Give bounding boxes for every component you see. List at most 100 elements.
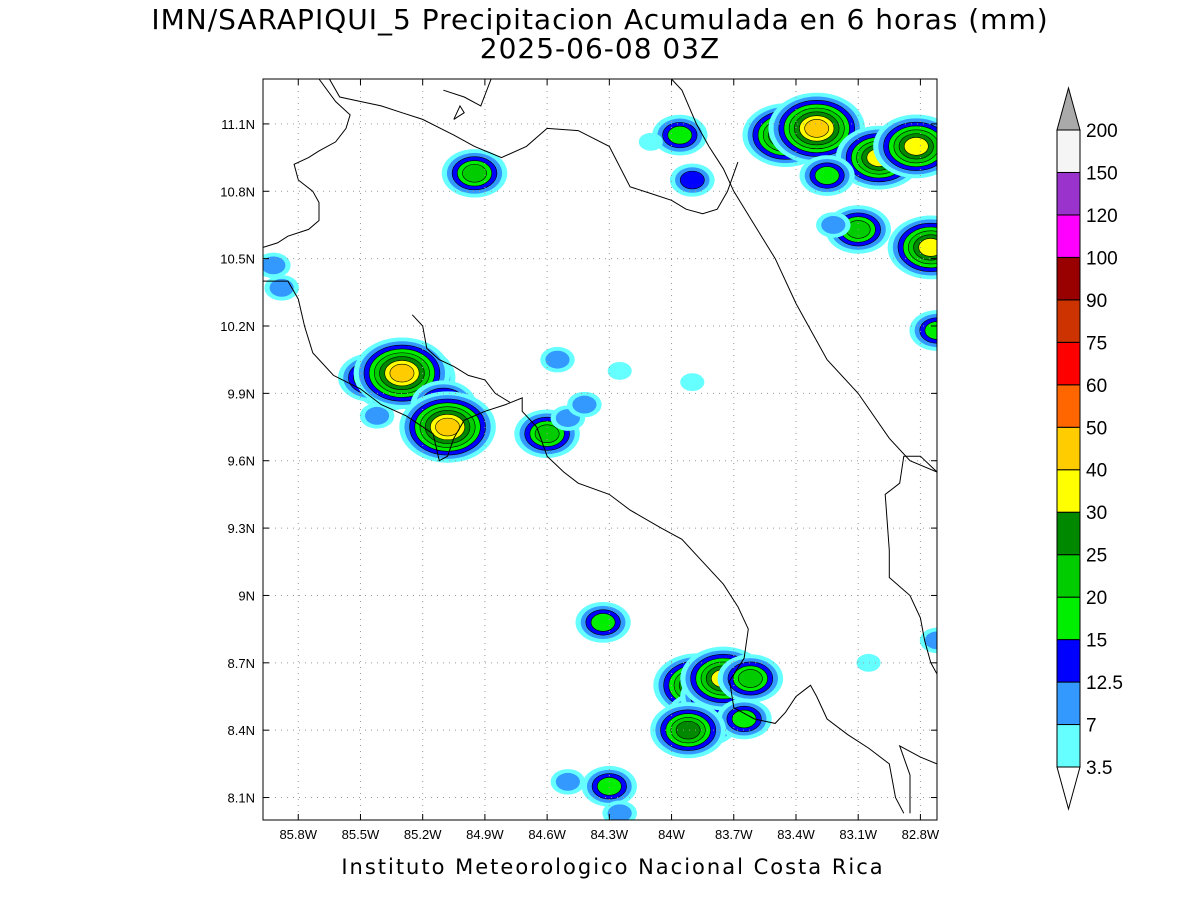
- precip-cell: [550, 769, 586, 795]
- x-tick-label: 83.4W: [777, 827, 815, 842]
- precip-cell: [575, 602, 631, 643]
- precip-cell: [602, 800, 637, 820]
- y-tick-label: 8.1N: [228, 791, 255, 806]
- precip-cell: [799, 155, 855, 196]
- colorbar-box: [1056, 681, 1081, 726]
- precip-cell: [768, 92, 866, 165]
- colorbar-label: 20: [1086, 588, 1107, 609]
- chart-title: IMN/SARAPIQUI_5 Precipitacion Acumulada …: [151, 3, 1049, 36]
- y-tick-label: 10.5N: [220, 252, 255, 267]
- precip-contour: [804, 119, 830, 138]
- precip-cell: [638, 132, 663, 151]
- colorbar-label: 200: [1086, 121, 1118, 142]
- colorbar-box: [1056, 129, 1081, 173]
- precip-cell: [669, 163, 715, 197]
- precip-contour: [596, 777, 622, 796]
- precip-contour: [924, 631, 937, 650]
- precip-cell: [716, 698, 772, 740]
- precip-cell: [264, 275, 299, 301]
- precip-contour: [903, 137, 929, 156]
- y-tick-label: 9.9N: [228, 386, 255, 401]
- plot-background: [263, 79, 937, 820]
- precip-contour: [821, 216, 846, 234]
- y-tick-label: 8.7N: [228, 656, 255, 671]
- y-tick-label: 11.1N: [221, 117, 255, 132]
- x-tick-label: 84.9W: [466, 827, 504, 842]
- precip-cell: [873, 114, 937, 179]
- colorbar-box: [1056, 596, 1081, 641]
- precip-contour: [856, 653, 881, 672]
- precip-contour: [545, 350, 570, 369]
- colorbar-label: 30: [1086, 503, 1107, 524]
- y-tick-label: 10.2N: [220, 319, 255, 334]
- colorbar-box: [1056, 341, 1081, 386]
- precip-cell: [540, 346, 575, 373]
- precip-contour: [555, 772, 580, 791]
- colorbar-box: [1056, 171, 1081, 216]
- x-tick-label: 85.2W: [404, 827, 442, 842]
- precip-contour: [572, 395, 597, 414]
- colorbar-label: 7: [1086, 716, 1097, 737]
- precip-contour: [435, 417, 460, 437]
- precip-contour: [679, 170, 705, 190]
- colorbar-label: 90: [1086, 291, 1107, 312]
- colorbar-box: [1056, 639, 1081, 683]
- colorbar-label: 12.5: [1086, 673, 1123, 694]
- coastline: [328, 79, 739, 215]
- colorbar-label: 75: [1086, 333, 1107, 354]
- y-tick-label: 9N: [238, 588, 255, 603]
- coastline: [671, 79, 937, 473]
- precip-contour: [389, 363, 415, 383]
- precip-cell: [399, 391, 496, 463]
- precip-cell: [581, 765, 637, 807]
- precip-cell: [441, 149, 508, 198]
- colorbar-arrow-low: [1056, 766, 1081, 811]
- precip-contour: [675, 720, 701, 740]
- precip-contour: [667, 125, 693, 145]
- credit-text: Instituto Meteorologico Nacional Costa R…: [341, 855, 885, 879]
- colorbar-box: [1056, 214, 1081, 258]
- x-tick-label: 85.8W: [279, 827, 317, 842]
- colorbar-box: [1056, 299, 1081, 343]
- coastline: [884, 455, 937, 675]
- coastline: [411, 314, 511, 403]
- y-tick-label: 9.6N: [228, 454, 255, 469]
- colorbar-box: [1056, 554, 1081, 598]
- coastlines: [263, 79, 937, 814]
- coastline: [453, 104, 465, 120]
- colorbar-box: [1056, 426, 1081, 471]
- coastline: [898, 744, 937, 814]
- precip-contour: [918, 238, 937, 257]
- precip-contour: [590, 613, 616, 632]
- colorbar-box: [1056, 384, 1081, 428]
- colorbar-label: 25: [1086, 546, 1107, 567]
- precip-cell: [887, 215, 937, 280]
- precip-cell: [816, 212, 851, 238]
- precip-contour: [462, 164, 487, 183]
- x-tick-label: 84.3W: [591, 827, 629, 842]
- colorbar-label: 15: [1086, 631, 1107, 652]
- colorbar-box: [1056, 511, 1081, 556]
- precip-contour: [737, 669, 763, 688]
- colorbar-label: 150: [1086, 163, 1118, 184]
- colorbar: 3.5 7 12.5 15 20 25 30 40 50 60 75 90 100 120 150 200: [1056, 86, 1123, 811]
- colorbar-box: [1056, 724, 1081, 768]
- y-tick-label: 8.4N: [228, 723, 255, 738]
- colorbar-label: 3.5: [1086, 758, 1112, 779]
- precip-contour: [607, 361, 632, 380]
- x-tick-label: 83.1W: [839, 827, 877, 842]
- precip-cell: [607, 361, 632, 380]
- axis-ticks: 85.8W 85.5W 85.2W 84.9W 84.6W 84.3W 84W 83.7W 83…: [220, 79, 940, 842]
- x-tick-label: 85.5W: [342, 827, 380, 842]
- precip-cell: [919, 627, 937, 654]
- grid-lines: [263, 79, 937, 820]
- precip-cell: [856, 653, 881, 672]
- colorbar-box: [1056, 256, 1081, 301]
- precip-cell: [652, 114, 708, 156]
- precip-contour: [269, 278, 294, 297]
- precip-contour: [263, 256, 286, 275]
- precip-contour: [814, 166, 840, 185]
- colorbar-label: 100: [1086, 248, 1118, 269]
- x-tick-label: 82.8W: [902, 827, 940, 842]
